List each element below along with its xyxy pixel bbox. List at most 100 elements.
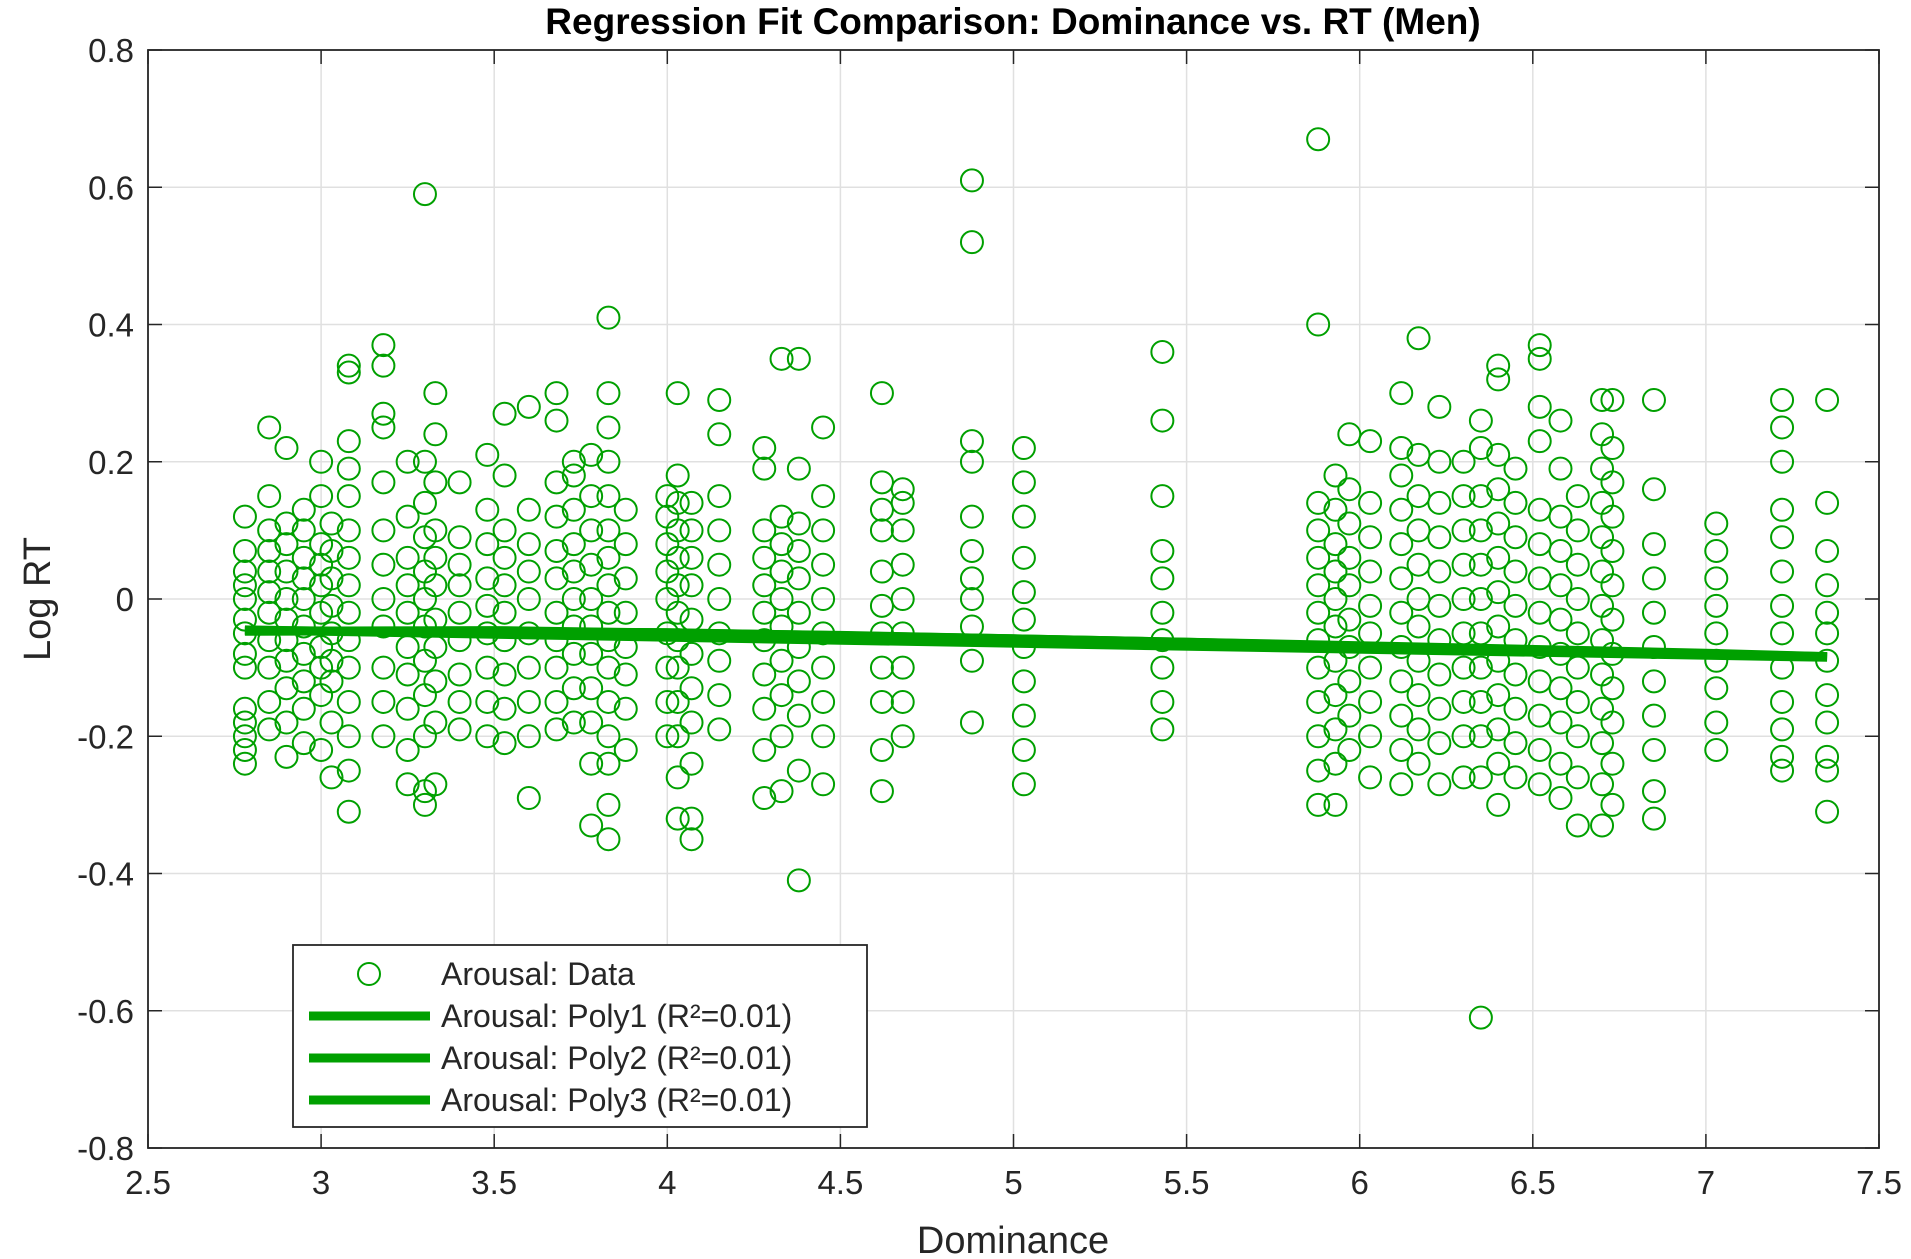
data-point [1427, 731, 1452, 756]
data-point [1548, 751, 1573, 776]
data-point [1389, 436, 1414, 461]
data-point [1704, 676, 1729, 701]
data-point [1815, 538, 1840, 563]
data-point [423, 470, 448, 495]
data-point [1427, 394, 1452, 419]
data-point [1770, 758, 1795, 783]
data-point [1337, 669, 1362, 694]
data-point [1011, 669, 1036, 694]
data-point [257, 580, 282, 605]
data-point [1503, 765, 1528, 790]
data-point [613, 662, 638, 687]
data-point [1011, 436, 1036, 461]
data-point [1548, 573, 1573, 598]
data-point [959, 449, 984, 474]
data-point [516, 394, 541, 419]
data-point [1590, 813, 1615, 838]
data-point [890, 689, 915, 714]
data-point [257, 689, 282, 714]
data-point [475, 442, 500, 467]
data-point [890, 518, 915, 543]
data-point [544, 600, 569, 625]
data-point [492, 545, 517, 570]
data-point [232, 696, 257, 721]
data-point [1486, 353, 1511, 378]
data-point [475, 532, 500, 557]
y-tick-label: 0 [116, 581, 134, 618]
data-point [1011, 703, 1036, 728]
data-point [1389, 772, 1414, 797]
data-point [1770, 525, 1795, 550]
data-point [232, 751, 257, 776]
data-point [1150, 655, 1175, 680]
data-point [1503, 662, 1528, 687]
data-point [1527, 333, 1552, 358]
data-point [371, 470, 396, 495]
data-point [447, 552, 472, 577]
data-point [1451, 587, 1476, 611]
data-point [596, 655, 621, 680]
data-point [959, 429, 984, 454]
data-point [1323, 683, 1348, 708]
data-point [1389, 532, 1414, 557]
data-point [291, 669, 316, 694]
data-point [1565, 484, 1590, 509]
data-point [579, 751, 604, 776]
y-tick-label: 0.4 [88, 307, 134, 344]
data-point [423, 573, 448, 598]
data-point [274, 676, 299, 701]
data-point [371, 401, 396, 426]
data-point [665, 463, 690, 488]
data-point [665, 573, 690, 598]
data-point [665, 806, 690, 831]
data-point [1427, 490, 1452, 515]
data-point [492, 731, 517, 756]
data-point [291, 696, 316, 721]
data-point [319, 593, 344, 618]
data-point [395, 696, 420, 721]
data-point [336, 655, 361, 680]
data-point [579, 710, 604, 735]
data-point [1486, 511, 1511, 536]
data-point [1565, 724, 1590, 749]
data-point [336, 429, 361, 454]
data-point [1548, 710, 1573, 735]
data-point [811, 689, 836, 714]
data-point [336, 600, 361, 625]
data-points [232, 127, 1840, 1030]
data-point [1565, 621, 1590, 646]
data-point [707, 484, 732, 509]
data-point [423, 710, 448, 735]
data-point [1451, 449, 1476, 474]
x-tick-label: 4.5 [817, 1164, 863, 1201]
data-point [336, 689, 361, 714]
x-tick-label: 3 [312, 1164, 330, 1201]
data-point [1641, 387, 1666, 412]
data-point [1337, 703, 1362, 728]
data-point [1548, 504, 1573, 529]
data-point [1486, 683, 1511, 708]
data-point [1600, 387, 1625, 412]
data-point [1770, 689, 1795, 714]
data-point [1503, 593, 1528, 618]
data-point [1815, 573, 1840, 598]
data-point [291, 545, 316, 570]
data-point [1389, 600, 1414, 625]
data-point [665, 689, 690, 714]
data-point [412, 792, 437, 817]
data-point [447, 525, 472, 550]
data-point [1468, 689, 1493, 714]
data-point [1770, 415, 1795, 440]
data-point [869, 381, 894, 406]
data-point [1815, 710, 1840, 735]
data-point [395, 662, 420, 687]
data-point [959, 504, 984, 529]
data-point [786, 600, 811, 625]
data-point [596, 415, 621, 440]
data-point [752, 545, 777, 570]
data-point [274, 587, 299, 611]
x-tick-label: 5.5 [1164, 1164, 1210, 1201]
data-point [786, 758, 811, 783]
data-point [959, 710, 984, 735]
data-point [371, 333, 396, 358]
